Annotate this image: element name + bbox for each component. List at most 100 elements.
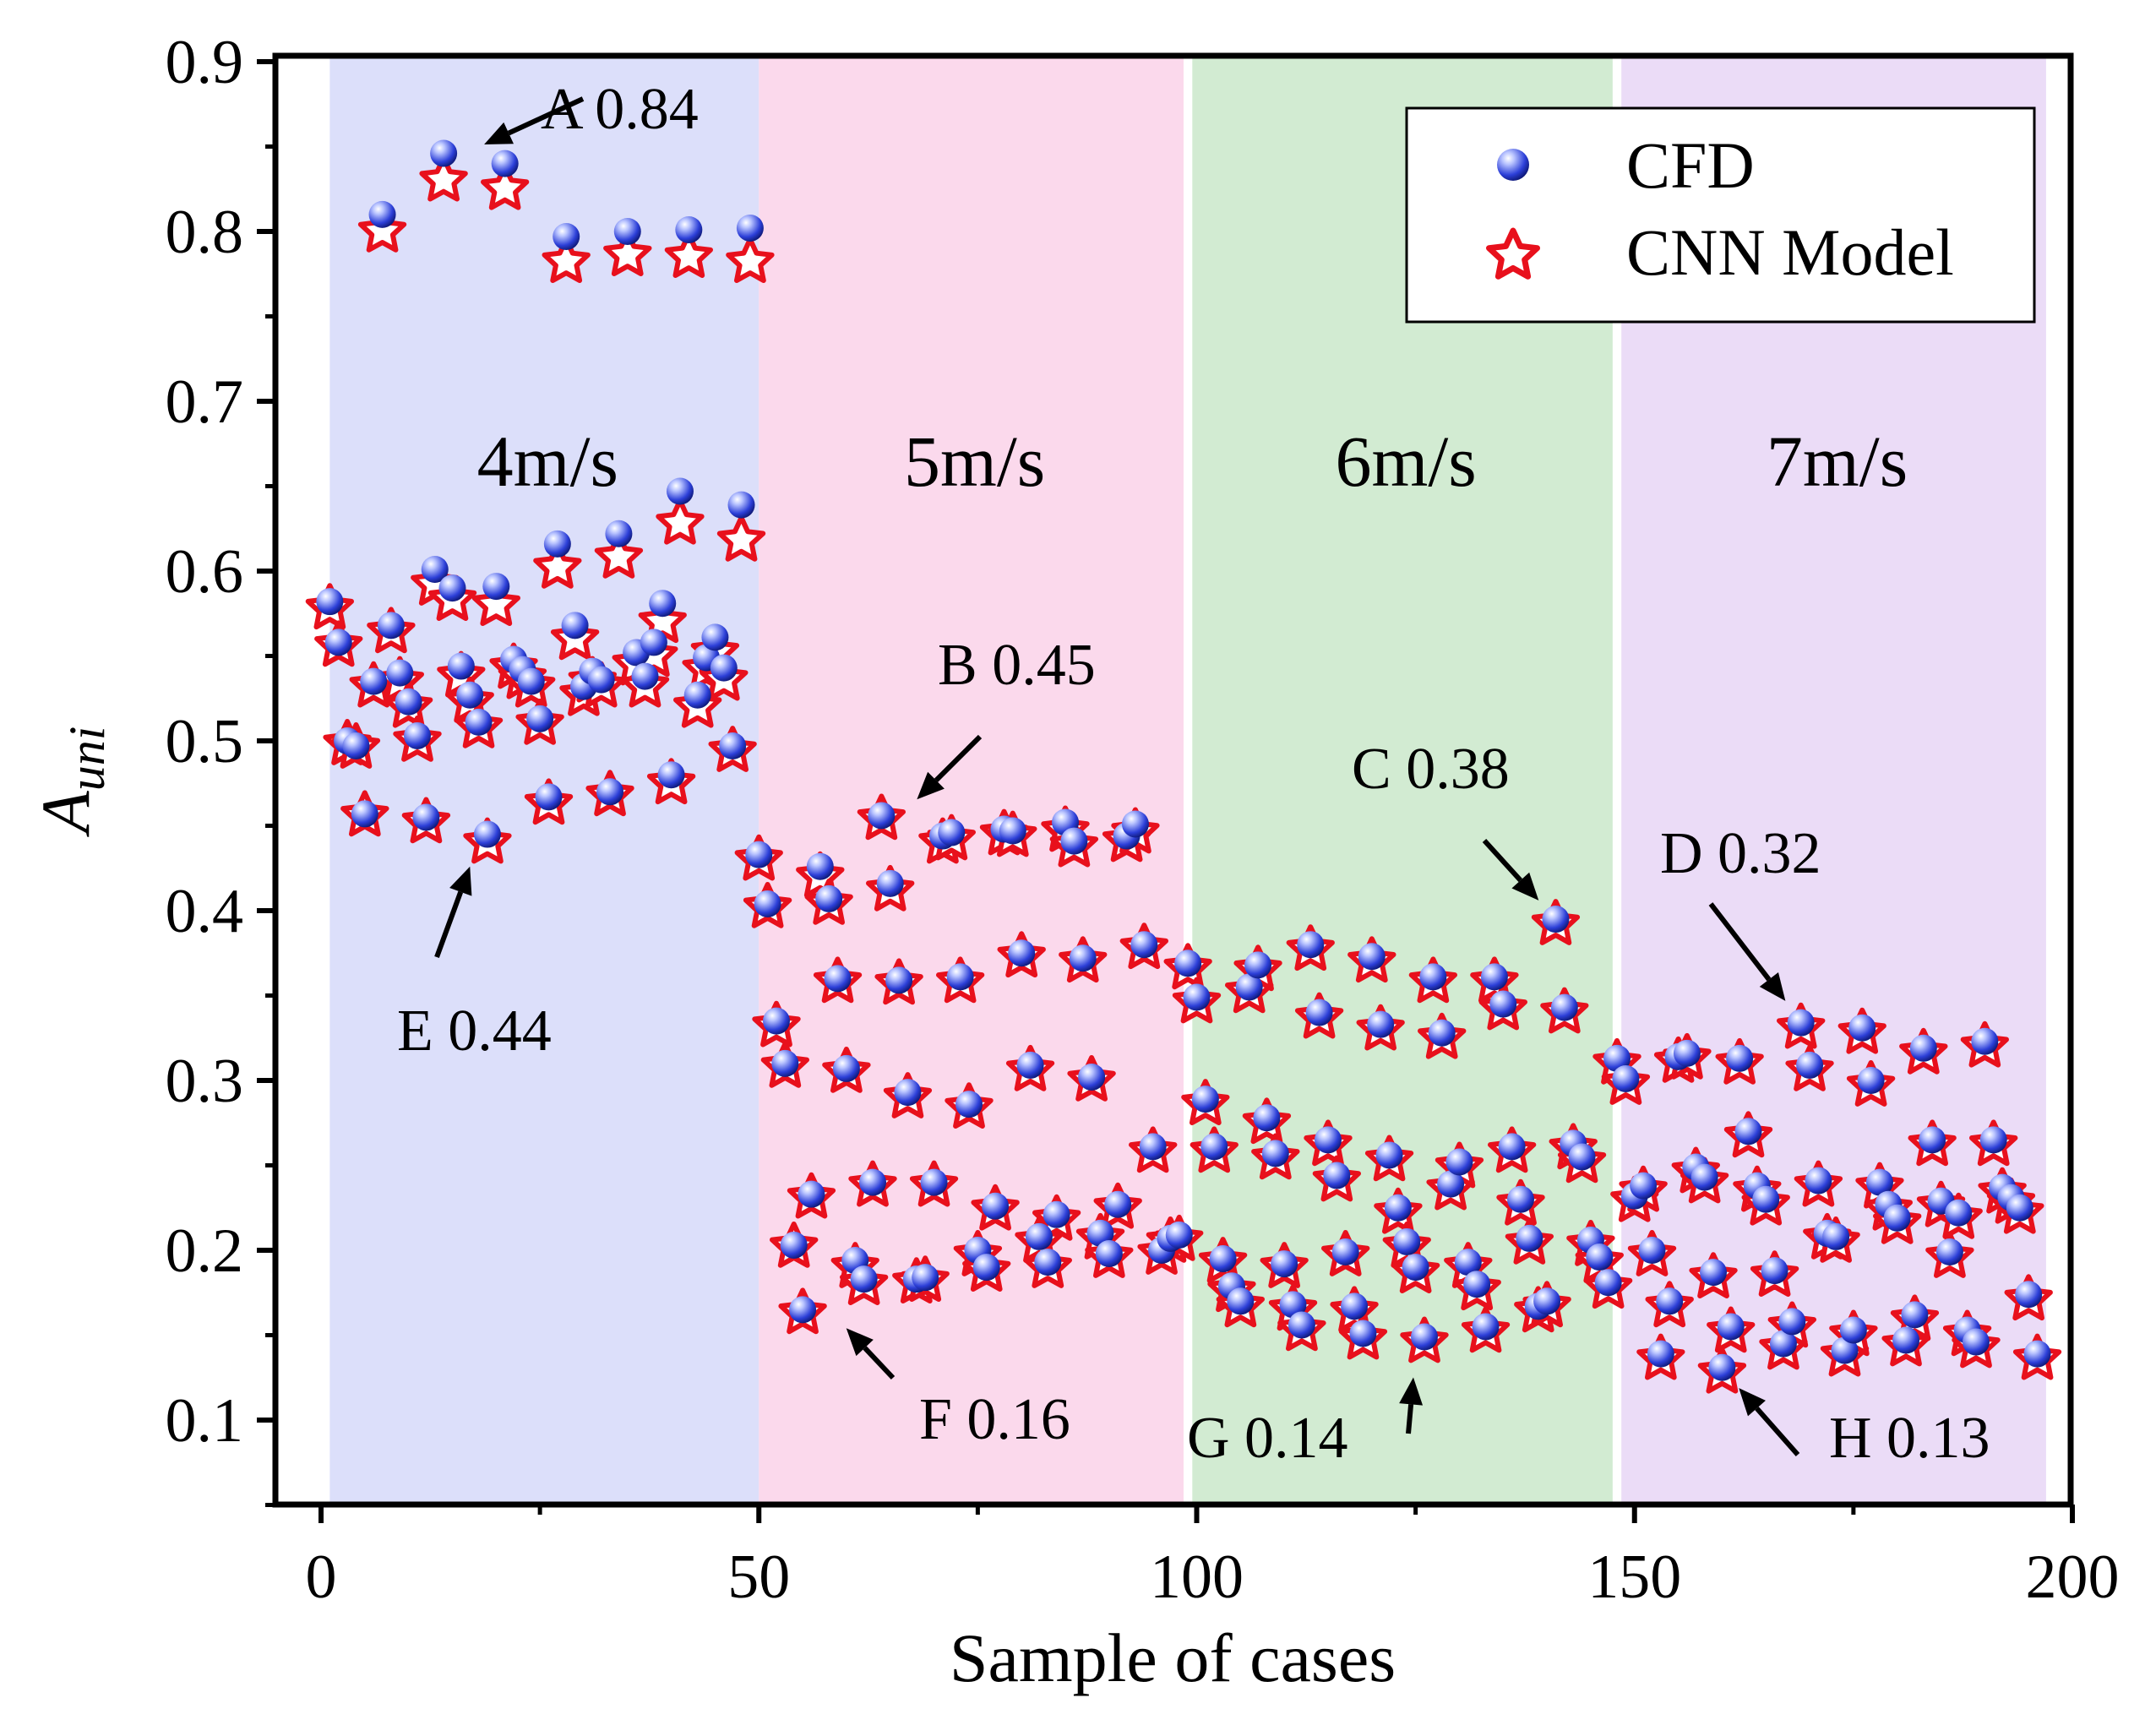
- cfd-point: [438, 574, 466, 602]
- cfd-point: [1489, 990, 1517, 1018]
- cfd-point: [1288, 1311, 1315, 1339]
- cfd-point: [1419, 963, 1447, 991]
- cfd-point: [710, 654, 738, 682]
- cfd-point: [920, 1168, 948, 1196]
- cnn-point: [533, 542, 582, 589]
- cfd-point: [430, 139, 458, 167]
- cfd-point: [885, 966, 913, 994]
- cfd-point: [1410, 1323, 1438, 1351]
- cfd-point: [473, 820, 501, 848]
- x-tick-label: 200: [2026, 1543, 2120, 1612]
- annotation-a-arrow: [484, 96, 585, 144]
- cfd-point: [1717, 1313, 1745, 1341]
- cfd-point: [1349, 1320, 1377, 1347]
- cfd-point: [745, 841, 773, 868]
- cfd-point: [938, 819, 966, 846]
- cnn-point: [419, 155, 468, 202]
- cfd-point: [754, 890, 781, 917]
- x-tick-label: 0: [306, 1543, 337, 1612]
- y-tick-label: 0.8: [166, 198, 244, 267]
- cfd-point: [1445, 1148, 1473, 1176]
- cfd-point: [1358, 943, 1386, 971]
- cfd-point: [701, 623, 729, 651]
- cfd-point: [1016, 1051, 1044, 1079]
- cfd-point: [1726, 1044, 1754, 1072]
- cnn-point: [471, 580, 520, 626]
- cfd-point: [1393, 1227, 1421, 1255]
- cfd-point: [631, 662, 659, 690]
- region-labels: 4m/s 5m/s 6m/s 7m/s: [477, 421, 1908, 502]
- cfd-point: [613, 218, 641, 245]
- cfd-point: [1165, 1221, 1193, 1249]
- cnn-point: [594, 531, 644, 579]
- cfd-point: [1673, 1039, 1701, 1067]
- y-axis-title-main: A: [27, 790, 104, 837]
- cfd-point: [1271, 1250, 1298, 1278]
- cfd-point: [1848, 1014, 1876, 1042]
- cfd-point: [1909, 1034, 1937, 1062]
- cfd-point: [2023, 1340, 2051, 1368]
- cfd-point: [1761, 1257, 1788, 1285]
- cfd-point: [1498, 1133, 1526, 1161]
- cfd-point: [368, 200, 396, 228]
- annotation-h-label: H 0.13: [1829, 1406, 1990, 1471]
- cnn-point: [481, 163, 530, 210]
- cfd-point: [1104, 1190, 1132, 1218]
- annotation-e-label: E 0.44: [397, 999, 552, 1064]
- cfd-point: [1139, 1133, 1167, 1161]
- cfd-point: [1787, 1009, 1815, 1037]
- cfd-point: [1550, 993, 1578, 1021]
- x-axis-title: Sample of cases: [950, 1619, 1396, 1696]
- legend-cnn-icon: [1486, 227, 1540, 280]
- y-tick-label: 0.5: [166, 707, 244, 776]
- cnn-point: [664, 231, 713, 278]
- cfd-point: [1121, 810, 1149, 838]
- cnn-point: [603, 230, 652, 276]
- cfd-point: [1078, 1063, 1106, 1091]
- cfd-point: [912, 1264, 939, 1292]
- cfd-point: [553, 223, 580, 251]
- cfd-point: [824, 965, 852, 993]
- cfd-point: [1630, 1172, 1658, 1200]
- cfd-point: [806, 852, 834, 880]
- cfd-point: [1516, 1224, 1543, 1252]
- cfd-point: [666, 477, 694, 505]
- cfd-point: [526, 705, 554, 732]
- cfd-point: [1209, 1245, 1237, 1273]
- cfd-point: [605, 520, 633, 547]
- cfd-point: [1253, 1104, 1281, 1132]
- cfd-series: [316, 139, 2051, 1381]
- cfd-point: [780, 1231, 808, 1259]
- cfd-point: [1200, 1133, 1228, 1161]
- cfd-point: [1086, 1219, 1114, 1247]
- cfd-point: [815, 884, 843, 912]
- annotation-g-arrow: [1399, 1377, 1424, 1434]
- cfd-point: [1428, 1019, 1456, 1047]
- cfd-point: [982, 1192, 1010, 1220]
- cfd-point: [999, 817, 1026, 845]
- cfd-point: [1227, 1287, 1255, 1315]
- cfd-point: [1297, 931, 1325, 959]
- cfd-point: [1647, 1340, 1674, 1368]
- cfd-point: [858, 1168, 886, 1196]
- cfd-point: [1095, 1240, 1123, 1268]
- y-tick-label: 0.3: [166, 1047, 244, 1116]
- cfd-point: [517, 667, 545, 695]
- cfd-point: [491, 150, 519, 177]
- cfd-point: [1069, 944, 1097, 972]
- region-label-4ms: 4m/s: [477, 421, 618, 502]
- cfd-point: [1367, 1010, 1395, 1038]
- cnn-model-series: [305, 155, 2062, 1394]
- cfd-point: [1507, 1185, 1535, 1213]
- cfd-point: [1805, 1167, 1832, 1195]
- cfd-point: [342, 732, 370, 760]
- cfd-point: [1191, 1086, 1219, 1113]
- cfd-point: [1734, 1118, 1762, 1146]
- region-label-5ms: 5m/s: [904, 421, 1045, 502]
- cfd-point: [1533, 1287, 1561, 1315]
- cfd-point: [1919, 1126, 1946, 1154]
- cfd-point: [640, 629, 667, 656]
- cfd-point: [404, 721, 432, 749]
- cfd-point: [657, 761, 685, 789]
- region-label-7ms: 7m/s: [1767, 421, 1908, 502]
